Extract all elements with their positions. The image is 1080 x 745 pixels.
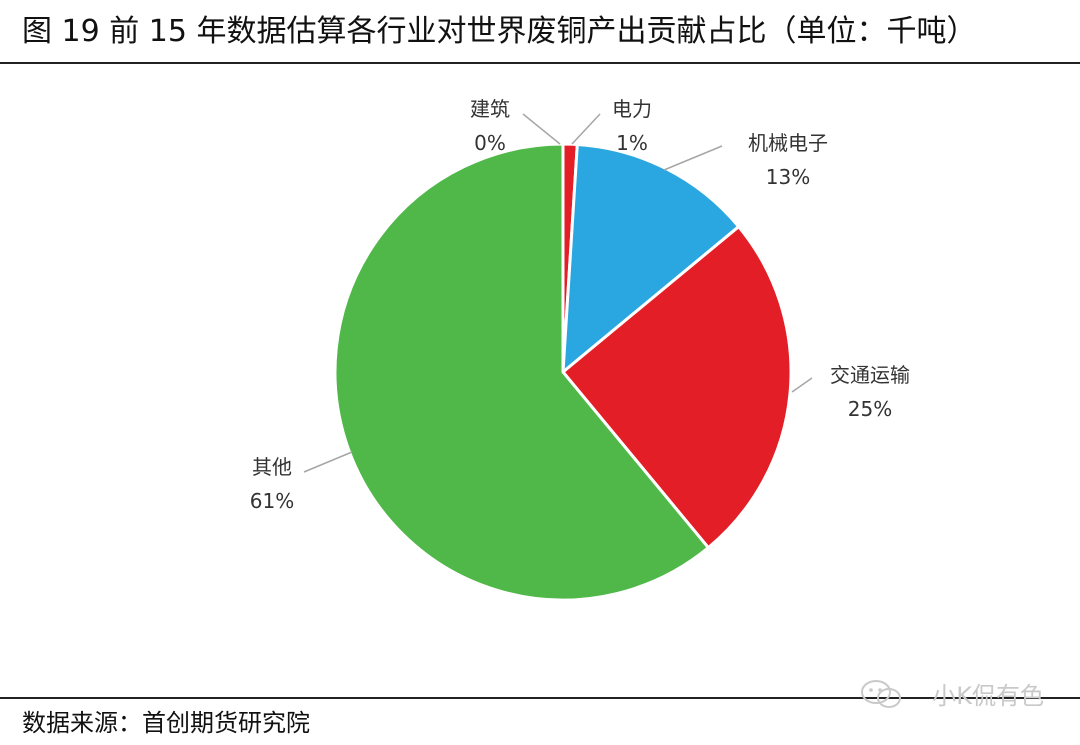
slice-category-label-2: 机械电子 — [748, 131, 828, 155]
slice-labels: 建筑 0% 电力 1% 机械电子 13% 交通运输 25% 其他 61% — [250, 97, 910, 513]
chart-title: 图 19 前 15 年数据估算各行业对世界废铜产出贡献占比（单位：千吨） — [22, 14, 977, 49]
slice-value-label-3: 25% — [848, 397, 892, 421]
pie-chart: 建筑 0% 电力 1% 机械电子 13% 交通运输 25% 其他 61% — [250, 97, 910, 602]
pie-slice-4 — [333, 142, 711, 602]
slice-value-label-4: 61% — [250, 489, 294, 513]
slice-category-label-1: 电力 — [612, 97, 652, 121]
data-source: 数据来源：首创期货研究院 — [22, 709, 310, 737]
title-divider — [0, 62, 1080, 64]
slice-category-label-0: 建筑 — [470, 97, 510, 121]
slice-value-label-0: 0% — [474, 131, 506, 155]
leader-line-3 — [791, 377, 813, 393]
leader-lines — [303, 113, 813, 473]
leader-line-2 — [663, 145, 723, 171]
leader-line-1 — [571, 113, 601, 145]
leader-line-4 — [303, 451, 353, 473]
slice-value-label-1: 1% — [616, 131, 648, 155]
watermark-text: 小K侃有色 — [932, 682, 1044, 710]
pie-slice-3 — [560, 224, 793, 550]
pie-slices — [333, 142, 793, 602]
slice-category-label-3: 交通运输 — [830, 363, 910, 387]
leader-line-0 — [522, 113, 561, 145]
wechat-icon — [861, 680, 901, 708]
slice-category-label-4: 其他 — [252, 455, 292, 479]
slice-value-label-2: 13% — [766, 165, 810, 189]
footer-divider — [0, 697, 1080, 699]
